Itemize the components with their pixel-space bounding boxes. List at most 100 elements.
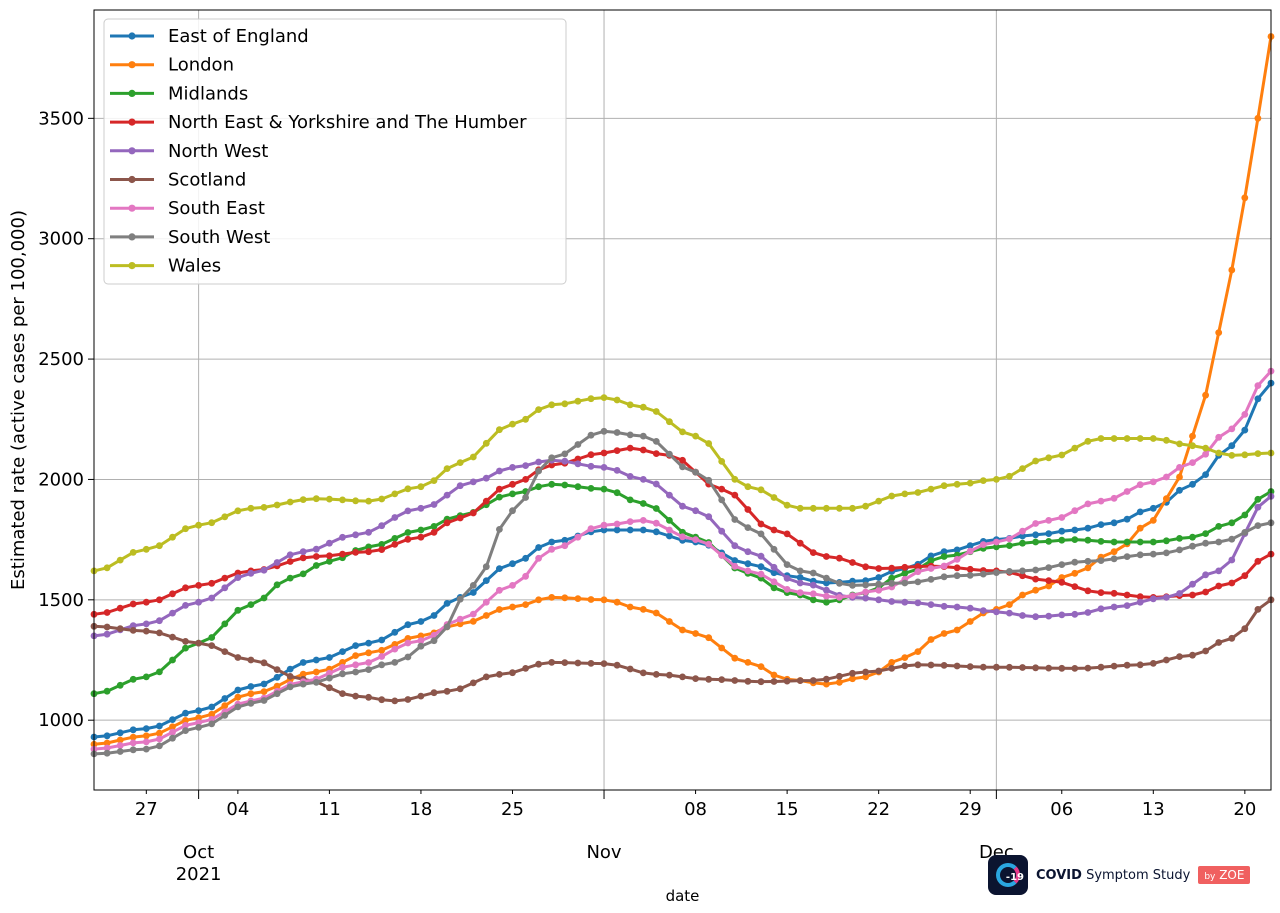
legend-item: North East & Yorkshire and The Humber	[110, 112, 527, 133]
y-tick-label: 1500	[38, 590, 84, 611]
data-point	[234, 507, 242, 515]
data-point	[574, 460, 582, 468]
data-point	[312, 656, 320, 664]
data-point	[901, 579, 909, 587]
y-axis-title: Estimated rate (active cases per 100,000…	[8, 210, 29, 590]
legend-item: South East	[110, 198, 265, 219]
data-point	[1163, 473, 1170, 481]
data-point	[862, 581, 869, 589]
x-tick-label-day: 08	[684, 799, 707, 820]
data-point	[378, 546, 386, 553]
legend-marker	[128, 262, 136, 270]
logo-by: by	[1204, 872, 1216, 882]
data-point	[561, 542, 569, 550]
data-point	[940, 482, 948, 490]
data-point	[548, 480, 556, 488]
data-point	[456, 514, 464, 522]
data-point	[352, 668, 359, 676]
data-point	[1084, 500, 1092, 508]
data-point	[365, 659, 372, 666]
data-point	[1110, 519, 1118, 527]
legend-item: Scotland	[110, 170, 246, 191]
data-point	[352, 642, 359, 649]
data-point	[574, 483, 582, 491]
data-point	[744, 560, 752, 568]
data-point	[234, 574, 242, 581]
legend-marker	[128, 147, 136, 155]
data-point	[1032, 566, 1039, 574]
data-point	[1071, 507, 1079, 515]
data-point	[391, 628, 399, 636]
data-point	[705, 675, 713, 683]
data-point	[718, 551, 726, 559]
data-point	[809, 596, 817, 604]
data-point	[234, 693, 242, 701]
data-point	[731, 491, 739, 499]
data-point	[1032, 457, 1039, 465]
data-point	[548, 659, 556, 666]
data-point	[404, 653, 412, 661]
data-point	[836, 504, 843, 512]
data-point	[1071, 444, 1079, 452]
data-point	[103, 609, 111, 616]
data-point	[103, 623, 111, 631]
data-point	[1058, 451, 1066, 459]
data-point	[352, 652, 359, 659]
data-point	[1163, 594, 1170, 601]
data-point	[1228, 519, 1236, 527]
data-point	[966, 618, 974, 625]
data-point	[1071, 558, 1079, 566]
data-point	[757, 486, 765, 494]
data-point	[757, 520, 765, 528]
data-point	[116, 748, 124, 755]
data-point	[430, 523, 438, 530]
data-point	[652, 519, 660, 527]
data-point	[770, 578, 778, 586]
data-point	[561, 536, 569, 544]
data-point	[352, 661, 359, 669]
data-point	[404, 535, 412, 543]
data-point	[940, 548, 948, 556]
data-point	[666, 517, 673, 524]
data-point	[796, 589, 804, 596]
x-tick-label-day: 27	[135, 799, 158, 820]
data-point	[666, 450, 673, 458]
data-point	[496, 485, 503, 493]
logo-brand: COVID Symptom Study	[1036, 868, 1190, 883]
data-point	[1254, 395, 1262, 403]
data-point	[156, 542, 163, 550]
data-point	[535, 467, 542, 475]
data-point	[469, 478, 477, 486]
data-point	[208, 579, 216, 587]
data-point	[260, 504, 268, 511]
data-point	[823, 592, 830, 600]
data-point	[613, 489, 621, 497]
data-point	[652, 528, 660, 536]
data-point	[496, 526, 503, 533]
data-point	[469, 582, 477, 589]
data-point	[953, 662, 961, 670]
data-point	[156, 668, 163, 676]
data-point	[1215, 538, 1223, 546]
legend-label: London	[168, 55, 234, 76]
data-point	[326, 654, 333, 661]
legend-marker	[128, 118, 136, 126]
data-point	[1123, 538, 1131, 546]
data-point	[1241, 451, 1249, 459]
legend-label: Wales	[168, 256, 221, 277]
data-point	[1228, 535, 1236, 543]
x-tick-label-day: 25	[501, 799, 524, 820]
data-point	[1110, 494, 1118, 502]
data-point	[1136, 661, 1144, 669]
data-point	[875, 580, 883, 588]
data-point	[260, 659, 268, 667]
data-point	[914, 648, 922, 655]
data-point	[509, 582, 516, 589]
data-point	[430, 689, 438, 697]
data-point	[443, 519, 451, 527]
data-point	[339, 550, 346, 558]
data-point	[652, 438, 660, 445]
data-point	[456, 595, 464, 603]
data-point	[535, 544, 542, 551]
